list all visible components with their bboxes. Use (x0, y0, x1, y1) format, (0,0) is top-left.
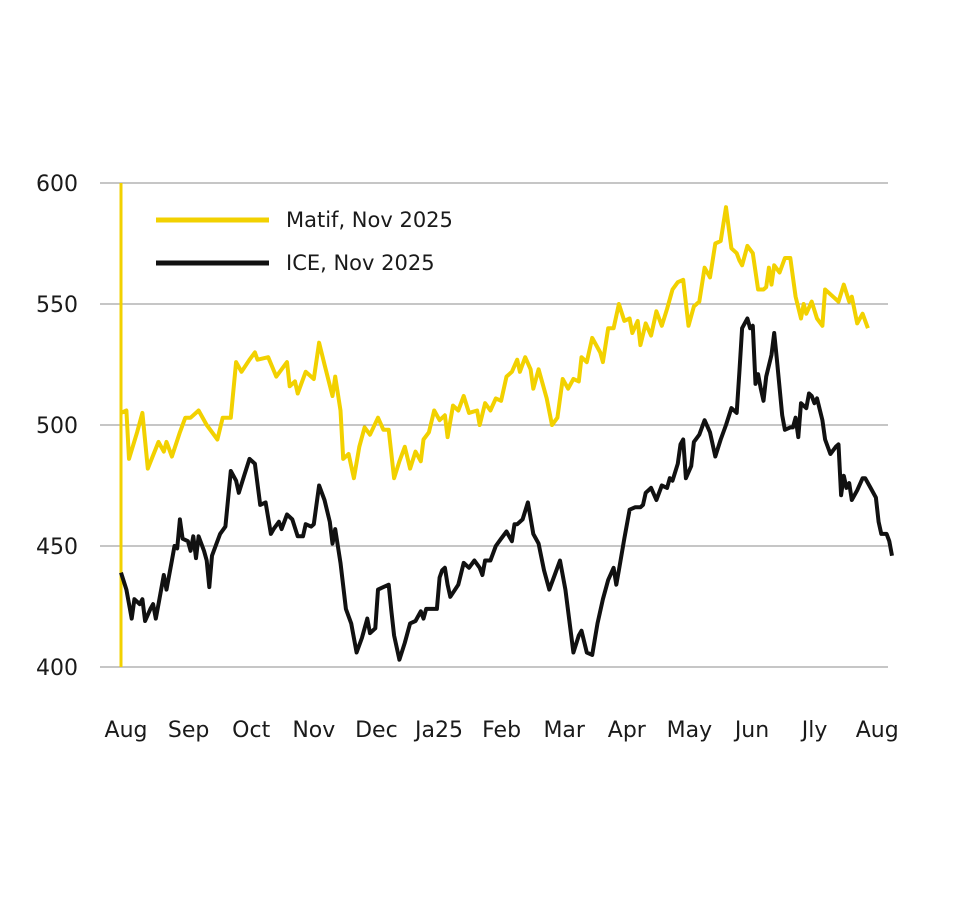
legend-label-ice: ICE, Nov 2025 (286, 251, 435, 275)
x-tick-label-10: Jun (733, 718, 769, 743)
y-tick-label-400: 400 (36, 656, 78, 681)
x-tick-label-5: Ja25 (413, 718, 463, 743)
y-tick-label-500: 500 (36, 414, 78, 439)
y-axis-tick-labels: 400 450 500 550 600 (36, 172, 78, 681)
x-tick-label-3: Nov (292, 718, 335, 743)
y-tick-label-600: 600 (36, 172, 78, 197)
x-tick-label-12: Aug (856, 718, 899, 743)
x-tick-label-7: Mar (543, 718, 585, 743)
y-tick-label-450: 450 (36, 535, 78, 560)
series-line-matif (120, 205, 870, 481)
grid-lines (100, 182, 888, 668)
x-tick-label-0: Aug (105, 718, 148, 743)
x-tick-label-9: May (667, 718, 712, 743)
legend: Matif, Nov 2025 ICE, Nov 2025 (156, 208, 453, 275)
x-tick-label-8: Apr (608, 718, 647, 743)
x-tick-label-1: Sep (168, 718, 209, 743)
x-tick-label-4: Dec (355, 718, 398, 743)
legend-label-matif: Matif, Nov 2025 (286, 208, 453, 232)
x-tick-label-6: Feb (482, 718, 521, 743)
x-tick-label-11: Jly (800, 718, 828, 743)
series-layer (119, 205, 894, 662)
x-axis-tick-labels: Aug Sep Oct Nov Dec Ja25 Feb Mar Apr May Jun Jly Aug (105, 718, 899, 743)
x-tick-label-2: Oct (232, 718, 270, 743)
y-tick-label-550: 550 (36, 293, 78, 318)
series-line-ice (119, 316, 894, 662)
